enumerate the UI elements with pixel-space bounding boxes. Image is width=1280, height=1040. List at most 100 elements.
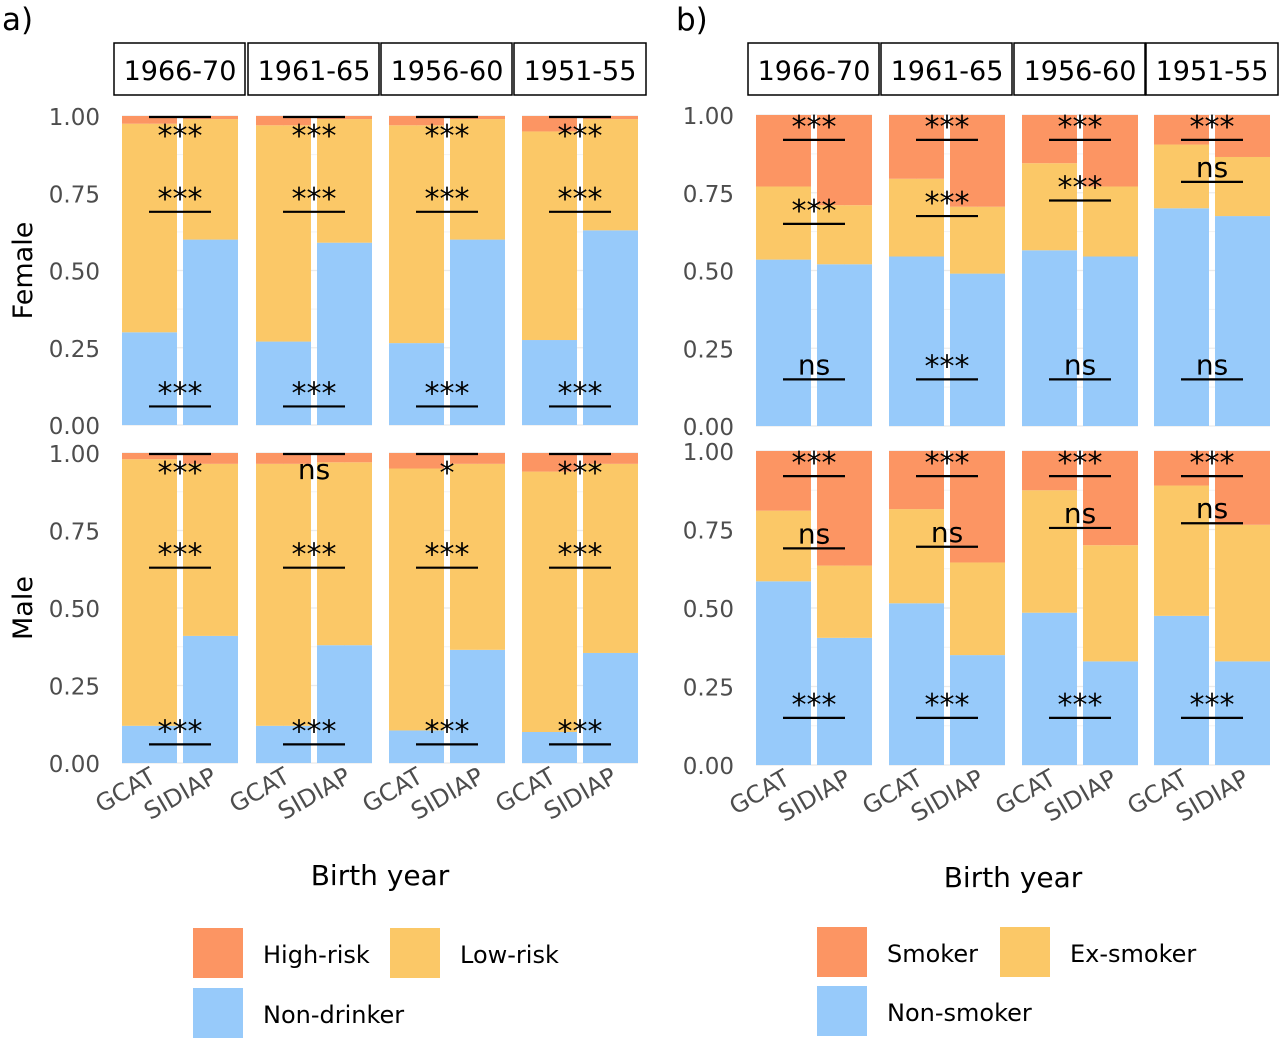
bar-segment <box>522 116 577 132</box>
bar-segment <box>183 239 238 425</box>
bar-segment <box>1154 485 1209 616</box>
legend-swatch <box>390 928 440 978</box>
significance-label: *** <box>792 110 837 145</box>
significance-label: ns <box>798 517 830 550</box>
bar-segment <box>817 205 872 265</box>
bar-segment <box>756 510 811 582</box>
bar-segment <box>1215 216 1270 426</box>
y-tick-label: 0.25 <box>683 676 734 702</box>
bar-segment <box>817 264 872 426</box>
y-tick-label: 0.75 <box>683 519 734 545</box>
y-tick-label: 0.25 <box>683 337 734 363</box>
facet-strip <box>880 42 1013 96</box>
bar-segment <box>950 273 1005 426</box>
bar-segment <box>1154 208 1209 426</box>
significance-label: *** <box>158 182 203 217</box>
facet-strip <box>380 42 513 96</box>
bar-segment <box>389 343 444 425</box>
y-tick-label: 0.75 <box>49 520 100 546</box>
bar-segment <box>1215 156 1270 217</box>
significance-label: ns <box>1064 497 1096 530</box>
bar-segment <box>522 131 577 341</box>
bar-segment <box>1215 524 1270 662</box>
bar-segment <box>889 509 944 604</box>
bar-segment <box>1215 115 1270 157</box>
significance-label: *** <box>1190 446 1235 481</box>
significance-label: ns <box>931 516 963 549</box>
significance-label: *** <box>158 119 203 154</box>
y-tick-label: 1.00 <box>683 104 734 130</box>
significance-label: *** <box>558 376 603 411</box>
significance-label: *** <box>158 538 203 573</box>
bar-segment <box>817 637 872 765</box>
facet-strip <box>747 42 880 96</box>
x-axis-title: Birth year <box>311 859 450 892</box>
bar-segment <box>889 115 944 179</box>
facet-strip <box>1013 42 1146 96</box>
legend-swatch <box>817 927 867 977</box>
facet-column-label: 1956-60 <box>391 56 504 87</box>
legend-swatch <box>193 988 243 1038</box>
significance-label: *** <box>558 456 603 491</box>
bar-segment <box>183 463 238 636</box>
bar-segment <box>1083 545 1138 662</box>
legend-swatch <box>1000 927 1050 977</box>
y-tick-label: 0.50 <box>49 597 100 623</box>
bar-segment <box>1083 115 1138 187</box>
y-tick-label: 0.50 <box>683 260 734 286</box>
y-tick-label: 1.00 <box>683 440 734 466</box>
bar-segment <box>256 463 311 726</box>
panel-tag: a) <box>2 2 33 38</box>
y-tick-label: 1.00 <box>49 442 100 468</box>
y-tick-label: 0.00 <box>49 414 100 440</box>
bar-segment <box>256 453 311 464</box>
significance-label: *** <box>558 119 603 154</box>
bar-segment <box>889 603 944 765</box>
bar-segment <box>1154 451 1209 486</box>
bar-segment <box>317 462 372 646</box>
bar-segment <box>1154 144 1209 209</box>
significance-label: ns <box>1196 151 1228 184</box>
bar-segment <box>817 115 872 206</box>
bar-segment <box>817 565 872 638</box>
significance-label: *** <box>425 714 470 749</box>
significance-label: ns <box>1196 348 1228 381</box>
x-axis-title: Birth year <box>944 861 1083 894</box>
legend-label: Smoker <box>887 940 978 968</box>
y-tick-label: 0.00 <box>683 754 734 780</box>
bar-segment <box>889 178 944 257</box>
bar-segment <box>122 123 177 333</box>
bar-segment <box>583 453 638 464</box>
bar-segment <box>389 730 444 763</box>
significance-label: *** <box>1058 688 1103 723</box>
bar-segment <box>1022 250 1077 426</box>
facet-strip <box>513 42 647 96</box>
bar-segment <box>389 116 444 126</box>
legend-label: Non-smoker <box>887 999 1032 1027</box>
bar-segment <box>317 453 372 463</box>
bar-segment <box>183 453 238 464</box>
bar-segment <box>522 453 577 472</box>
significance-label: *** <box>558 714 603 749</box>
facet-column-label: 1961-65 <box>258 56 371 87</box>
bar-segment <box>122 459 177 726</box>
significance-label: *** <box>292 376 337 411</box>
bar-segment <box>450 239 505 425</box>
bar-segment <box>756 451 811 511</box>
significance-label: *** <box>425 119 470 154</box>
significance-label: *** <box>925 110 970 145</box>
facet-column-label: 1961-65 <box>891 56 1004 87</box>
facet-column-label: 1951-55 <box>524 56 637 87</box>
bar-segment <box>522 471 577 732</box>
bar-segment <box>756 581 811 765</box>
significance-label: *** <box>1058 171 1103 206</box>
significance-label: *** <box>558 182 603 217</box>
bar-segment <box>1083 451 1138 546</box>
bar-segment <box>256 116 311 126</box>
significance-label: *** <box>292 182 337 217</box>
significance-label: *** <box>792 446 837 481</box>
significance-label: *** <box>292 538 337 573</box>
bar-segment <box>389 453 444 469</box>
y-tick-label: 0.00 <box>683 415 734 441</box>
y-tick-label: 1.00 <box>49 105 100 131</box>
